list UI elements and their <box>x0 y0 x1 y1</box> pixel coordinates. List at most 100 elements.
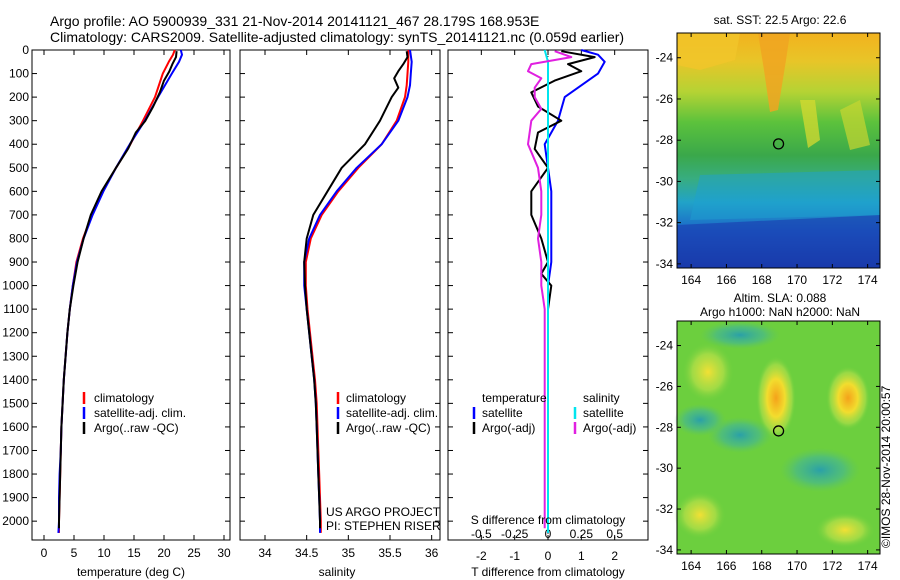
salinity-series <box>303 49 413 533</box>
sst-lon-ticks: 164 166 168 170 172 174 <box>681 33 878 287</box>
x-tick-label: 34.5 <box>295 546 319 560</box>
lat-tick-label: -24 <box>656 339 674 353</box>
series-line-argo-raw-qc- <box>58 51 178 529</box>
lat-tick-label: -34 <box>656 543 674 557</box>
difference-tick-labels: -2 -1 0 1 2-0.5 -0.25 0 0.25 0.5 <box>448 49 648 563</box>
lat-tick-label: -30 <box>656 174 674 188</box>
sla-lon-ticks: 164 166 168 170 172 174 <box>681 321 878 573</box>
depth-tick-label: 100 <box>9 67 29 81</box>
temperature-legend: climatology satellite-adj. clim. Argo(..… <box>82 391 186 435</box>
sst-map-frame <box>676 32 881 269</box>
x-tick-label-s: 0.5 <box>606 527 623 541</box>
sst-map-panel: sat. SST: 22.5 Argo: 22.6 164 166 168 170 17… <box>656 13 881 287</box>
x-tick-label-s: -0.5 <box>471 527 492 541</box>
legend-label-t-satellite: satellite <box>482 406 523 420</box>
lat-tick-label: -26 <box>656 379 674 393</box>
x-tick-label: 25 <box>187 546 201 560</box>
temperature-series <box>57 49 183 533</box>
sla-low-blob-4 <box>700 321 780 349</box>
sla-high-blob-2 <box>756 356 796 440</box>
depth-tick-label: 1200 <box>2 326 29 340</box>
series-line-salinity-argo-adj- <box>527 50 573 529</box>
project-label: US ARGO PROJECT <box>326 505 441 519</box>
series-line-argo-raw-qc- <box>303 51 409 529</box>
temperature-profile-panel: 0100200300400500600700800900100011001200… <box>2 43 231 579</box>
x-tick-label-t: 1 <box>578 549 585 563</box>
legend-label-argo: Argo(..raw -QC) <box>346 421 431 435</box>
depth-tick-label: 900 <box>9 255 29 269</box>
sst-argo-location-marker <box>772 138 785 150</box>
sla-argo-location-marker <box>772 425 785 437</box>
sla-low-blob-2 <box>674 404 726 436</box>
t-difference-label: T difference from climatology <box>471 565 625 579</box>
lat-tick-label: -32 <box>656 216 674 230</box>
salinity-axes-frame <box>239 49 441 541</box>
salinity-profile-panel: 34 34.5 35 35.5 36 salinity climatology sate… <box>239 49 441 579</box>
depth-tick-labels: 0 100 200 300 400 500 600 700 800 900 1000 1100 1200… <box>2 43 29 528</box>
sla-lat-ticks: -24 -26 -28 -30 -32 -34 <box>656 339 880 557</box>
lon-tick-label: 166 <box>716 559 736 573</box>
sst-warm-patch-3 <box>840 100 870 150</box>
s-difference-label: S difference from climatology <box>471 513 626 527</box>
depth-tick-label: 200 <box>9 90 29 104</box>
x-tick-label-t: -1 <box>509 549 520 563</box>
legend-title-salinity: salinity <box>583 391 620 405</box>
difference-series <box>527 49 606 540</box>
sst-cold-region <box>677 215 880 268</box>
lon-tick-label: 164 <box>681 273 701 287</box>
x-tick-label: 34 <box>258 546 272 560</box>
x-tick-label: 10 <box>97 546 111 560</box>
temperature-x-axis-label: temperature (deg C) <box>77 565 185 579</box>
salinity-tick-labels: 34 34.5 35 35.5 36 <box>240 49 440 560</box>
depth-tick-label: 1900 <box>2 491 29 505</box>
x-tick-label: 36 <box>425 546 439 560</box>
sst-warm-tongue <box>758 33 790 112</box>
legend-label-t-argo: Argo(-adj) <box>482 421 535 435</box>
lon-tick-label: 168 <box>752 559 772 573</box>
sla-high-blob-3 <box>826 366 870 430</box>
sla-map-subtitle: Argo h1000: NaN h2000: NaN <box>700 305 860 319</box>
sla-high-blob-5 <box>815 512 875 548</box>
sla-high-blob-1 <box>682 342 734 402</box>
sst-warm-patch-2 <box>800 100 820 148</box>
lon-tick-label: 170 <box>787 273 807 287</box>
depth-tick-label: 2000 <box>2 514 29 528</box>
depth-tick-label: 1000 <box>2 279 29 293</box>
depth-tick-label: 1600 <box>2 420 29 434</box>
x-tick-label: 20 <box>157 546 171 560</box>
header-line-2: Climatology: CARS2009. Satellite-adjuste… <box>50 29 624 45</box>
legend-label-argo: Argo(..raw -QC) <box>94 421 179 435</box>
x-tick-label-s: -0.25 <box>501 527 529 541</box>
x-tick-label: 5 <box>71 546 78 560</box>
depth-tick-label: 1500 <box>2 396 29 410</box>
sla-high-blob-4 <box>674 491 726 539</box>
sst-warm-patch <box>677 33 740 70</box>
lon-tick-label: 164 <box>681 559 701 573</box>
lon-tick-label: 172 <box>822 273 842 287</box>
x-tick-label: 15 <box>127 546 141 560</box>
lat-tick-label: -28 <box>656 133 674 147</box>
header-line-1: Argo profile: AO 5900939_331 21-Nov-2014… <box>50 13 539 29</box>
difference-legend: temperature satellite Argo(-adj) salinit… <box>472 391 636 435</box>
x-tick-label: 0 <box>41 546 48 560</box>
legend-title-temperature: temperature <box>482 391 547 405</box>
lon-tick-label: 172 <box>822 559 842 573</box>
x-tick-label: 30 <box>217 546 231 560</box>
lon-tick-label: 166 <box>716 273 736 287</box>
sst-map-title: sat. SST: 22.5 Argo: 22.6 <box>714 13 847 27</box>
depth-tick-label: 0 <box>22 43 29 57</box>
salinity-legend: climatology satellite-adj. clim. Argo(..… <box>336 391 438 435</box>
lat-tick-label: -34 <box>656 257 674 271</box>
lon-tick-label: 170 <box>787 559 807 573</box>
lat-tick-label: -26 <box>656 92 674 106</box>
temperature-tick-labels: 0 5 10 15 20 25 30 <box>32 49 231 560</box>
x-tick-label: 35.5 <box>378 546 402 560</box>
depth-tick-label: 800 <box>9 231 29 245</box>
salinity-x-axis-label: salinity <box>319 565 356 579</box>
sla-low-blob-3 <box>780 448 860 492</box>
depth-tick-label: 1400 <box>2 373 29 387</box>
lon-tick-label: 174 <box>858 273 878 287</box>
imos-watermark: ©IMOS 28-Nov-2014 20:00:57 <box>879 385 893 548</box>
sla-map-frame <box>676 320 881 555</box>
